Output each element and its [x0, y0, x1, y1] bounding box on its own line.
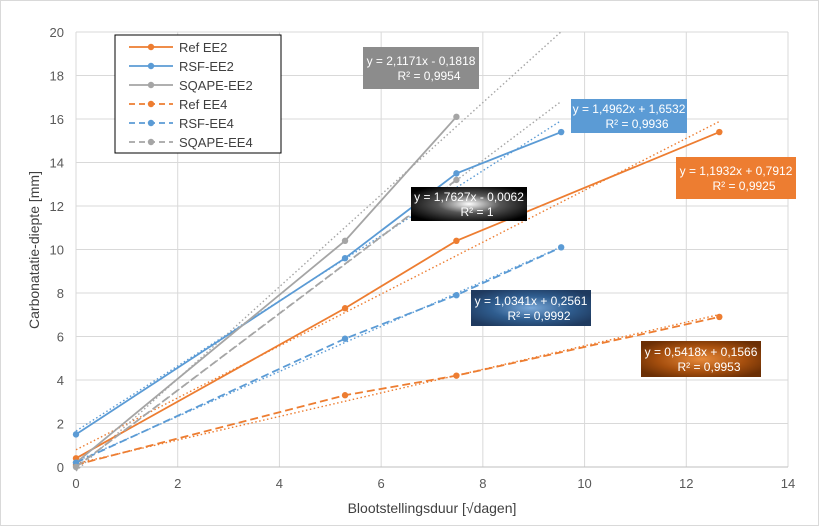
data-point-ref-ee2	[453, 237, 460, 244]
y-tick-label: 2	[57, 417, 64, 432]
r-squared-text: R² = 0,9925	[712, 179, 775, 193]
y-tick-label: 12	[50, 199, 64, 214]
y-axis-tick-labels: 0 2 4 6 8 10 12 14 16 18 20	[50, 25, 64, 475]
r-squared-text: R² = 1	[460, 205, 493, 219]
grid-lines	[75, 31, 789, 468]
x-tick-label: 2	[174, 476, 181, 491]
x-tick-label: 6	[378, 476, 385, 491]
legend-label: RSF-EE2	[179, 59, 234, 74]
y-tick-label: 8	[57, 286, 64, 301]
series-line-ref-ee4	[75, 316, 720, 466]
series-line-rsf-ee2	[75, 131, 562, 436]
data-point-rsf-ee4	[341, 335, 349, 342]
series-line-rsf-ee4	[75, 246, 562, 464]
y-tick-label: 16	[50, 112, 64, 127]
equation-label-box	[471, 290, 591, 326]
data-point-rsf-ee2	[557, 128, 565, 136]
x-axis-label: Blootstellingsduur [√dagen]	[348, 500, 517, 516]
x-tick-label: 0	[72, 476, 79, 491]
x-tick-label: 12	[679, 476, 693, 491]
r-squared-text: R² = 0,9992	[507, 309, 570, 323]
equation-label-box	[641, 341, 761, 377]
y-tick-label: 10	[50, 243, 64, 258]
data-point-rsf-ee2	[341, 255, 349, 262]
data-point-ref-ee2	[716, 128, 723, 136]
equation-text: y = 1,1932x + 0,7912	[680, 164, 793, 178]
data-point-ref-ee4	[341, 392, 349, 399]
x-tick-label: 4	[276, 476, 283, 491]
r-squared-text: R² = 0,9954	[397, 69, 460, 83]
x-tick-label: 10	[577, 476, 591, 491]
legend-label: Ref EE4	[179, 97, 227, 112]
r-squared-text: R² = 0,9936	[605, 117, 668, 131]
series-line-sqape-ee2	[75, 116, 458, 464]
legend-marker	[147, 43, 155, 51]
y-tick-label: 6	[57, 330, 64, 345]
data-point-ref-ee2	[341, 305, 349, 312]
y-tick-label: 14	[50, 156, 64, 171]
equation-text: y = 1,4962x + 1,6532	[573, 102, 686, 116]
data-point-rsf-ee2	[72, 431, 80, 438]
data-point-rsf-ee4	[557, 244, 565, 251]
data-point-rsf-ee2	[453, 170, 460, 177]
equation-label-box	[363, 47, 479, 89]
y-tick-label: 20	[50, 25, 64, 40]
r-squared-text: R² = 0,9953	[677, 360, 740, 374]
legend-marker	[147, 81, 155, 89]
trendline-rsf-ee4	[75, 246, 562, 463]
equation-text: y = 1,0341x + 0,2561	[475, 294, 588, 308]
x-axis-tick-labels: 0 2 4 6 8 10 12 14	[72, 476, 795, 491]
series-line-sqape-ee4	[75, 179, 457, 468]
equation-text: y = 1,7627x - 0,0062	[414, 190, 524, 204]
legend-marker	[147, 62, 155, 70]
equation-text: y = 2,1171x - 0,1818	[367, 54, 476, 68]
equation-label-box	[571, 99, 687, 133]
equation-label-box	[676, 157, 796, 199]
series-line-ref-ee2	[75, 131, 720, 460]
data-point-sqape-ee2	[341, 237, 349, 244]
data-point-ref-ee4	[716, 313, 723, 321]
y-tick-label: 4	[57, 373, 64, 388]
legend-marker	[147, 119, 155, 127]
equation-label-box	[411, 187, 527, 221]
legend-label: Ref EE2	[179, 40, 227, 55]
legend-label: SQAPE-EE4	[179, 135, 253, 150]
x-tick-label: 8	[479, 476, 486, 491]
y-tick-label: 18	[50, 69, 64, 84]
legend-marker	[147, 100, 155, 108]
legend-label: SQAPE-EE2	[179, 78, 253, 93]
y-axis-label: Carbonatatie-diepte [mm]	[26, 171, 42, 329]
trendline-sqape-ee2	[75, 31, 562, 472]
data-point-rsf-ee4	[453, 291, 460, 299]
data-series	[72, 113, 723, 471]
data-point-sqape-ee4	[453, 176, 460, 184]
data-point-sqape-ee4	[72, 463, 80, 471]
legend-box	[114, 34, 282, 154]
legend-label: RSF-EE4	[179, 116, 234, 131]
legend: Ref EE2 RSF-EE2 SQAPE-EE2 Ref EE4 RSF-EE4 SQA…	[114, 34, 282, 154]
legend-marker	[147, 138, 155, 146]
x-tick-label: 14	[781, 476, 795, 491]
data-point-ref-ee4	[453, 372, 460, 379]
y-tick-label: 0	[57, 460, 64, 475]
data-point-sqape-ee2	[453, 113, 460, 121]
trendline-ref-ee2	[75, 120, 720, 451]
equation-text: y = 0,5418x + 0,1566	[645, 345, 758, 359]
